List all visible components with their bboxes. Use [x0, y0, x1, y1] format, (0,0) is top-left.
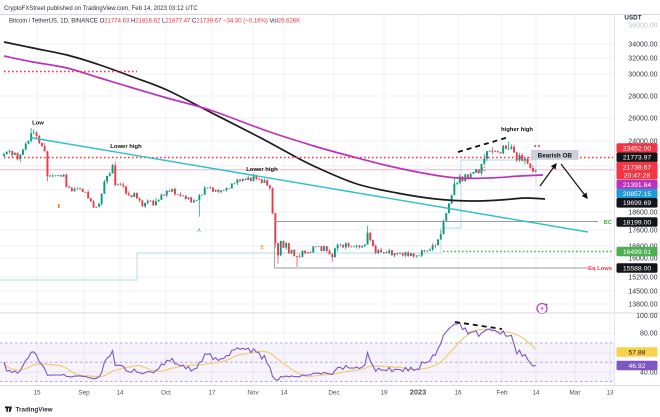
svg-text:14: 14 — [280, 389, 288, 396]
svg-text:Lower high: Lower high — [110, 144, 142, 150]
svg-text:Bitcoin / TetherUS, 1D, BINANC: Bitcoin / TetherUS, 1D, BINANCE O21774.6… — [9, 18, 300, 24]
svg-text:21391.64: 21391.64 — [623, 182, 652, 189]
svg-text:13: 13 — [606, 389, 614, 396]
svg-text:C: C — [482, 167, 486, 173]
svg-text:80.00: 80.00 — [640, 330, 658, 337]
svg-text:20857.15: 20857.15 — [623, 191, 652, 198]
svg-text:46.92: 46.92 — [628, 363, 645, 370]
svg-text:14: 14 — [116, 389, 124, 396]
svg-text:A: A — [197, 228, 201, 234]
svg-text:34000.00: 34000.00 — [628, 41, 657, 48]
svg-text:Low: Low — [32, 121, 44, 127]
svg-text:13800.00: 13800.00 — [628, 301, 657, 308]
svg-text:16: 16 — [454, 389, 462, 396]
svg-text:17: 17 — [208, 389, 216, 396]
svg-text:higher high: higher high — [501, 127, 533, 133]
svg-text:21739.67: 21739.67 — [623, 164, 652, 171]
svg-text:B: B — [260, 245, 264, 251]
svg-text:100.00: 100.00 — [636, 313, 658, 320]
svg-text:Nov: Nov — [247, 389, 259, 396]
svg-text:20:47:28: 20:47:28 — [624, 173, 651, 180]
svg-text:32000.00: 32000.00 — [628, 55, 657, 62]
svg-text:USDT: USDT — [624, 15, 641, 22]
svg-text:Oct: Oct — [161, 389, 171, 396]
svg-text:Bearish OB: Bearish OB — [538, 152, 573, 159]
svg-text:15200.00: 15200.00 — [628, 274, 657, 281]
svg-text:17600.00: 17600.00 — [628, 227, 657, 234]
svg-text:14500.00: 14500.00 — [628, 288, 657, 295]
svg-text:16000.00: 16000.00 — [628, 255, 657, 262]
svg-text:2023: 2023 — [410, 387, 426, 396]
svg-text:Lower high: Lower high — [246, 167, 278, 173]
svg-text:21773.97: 21773.97 — [623, 155, 652, 162]
svg-text:14: 14 — [532, 389, 540, 396]
svg-text:BC: BC — [604, 220, 613, 226]
svg-text:TradingView: TradingView — [16, 407, 53, 414]
svg-text:19: 19 — [380, 389, 388, 396]
svg-text:Sep: Sep — [78, 389, 90, 396]
svg-text:26000.00: 26000.00 — [628, 115, 657, 122]
svg-text:Feb: Feb — [496, 389, 507, 396]
svg-text:Mar: Mar — [569, 389, 581, 396]
svg-text:A: A — [474, 169, 478, 175]
svg-text:36000.00: 36000.00 — [628, 23, 657, 30]
svg-text:57.88: 57.88 — [628, 349, 645, 356]
svg-text:40.00: 40.00 — [640, 369, 658, 376]
svg-text:28000.00: 28000.00 — [628, 93, 657, 100]
svg-text:23452.00: 23452.00 — [623, 145, 652, 152]
svg-text:19699.69: 19699.69 — [623, 200, 652, 207]
svg-text:CryptoFXStreet published on Tr: CryptoFXStreet published on TradingView.… — [4, 6, 198, 12]
svg-text:15588.00: 15588.00 — [623, 265, 652, 272]
svg-text:24000.00: 24000.00 — [628, 138, 657, 145]
svg-text:18199.00: 18199.00 — [623, 219, 652, 226]
svg-text:16499.01: 16499.01 — [623, 249, 652, 256]
svg-text:15: 15 — [33, 389, 41, 396]
svg-text:30000.00: 30000.00 — [628, 71, 657, 78]
svg-text:Dec: Dec — [328, 389, 340, 396]
svg-text:18600.00: 18600.00 — [628, 209, 657, 216]
svg-text:Eq Lows: Eq Lows — [588, 266, 612, 272]
